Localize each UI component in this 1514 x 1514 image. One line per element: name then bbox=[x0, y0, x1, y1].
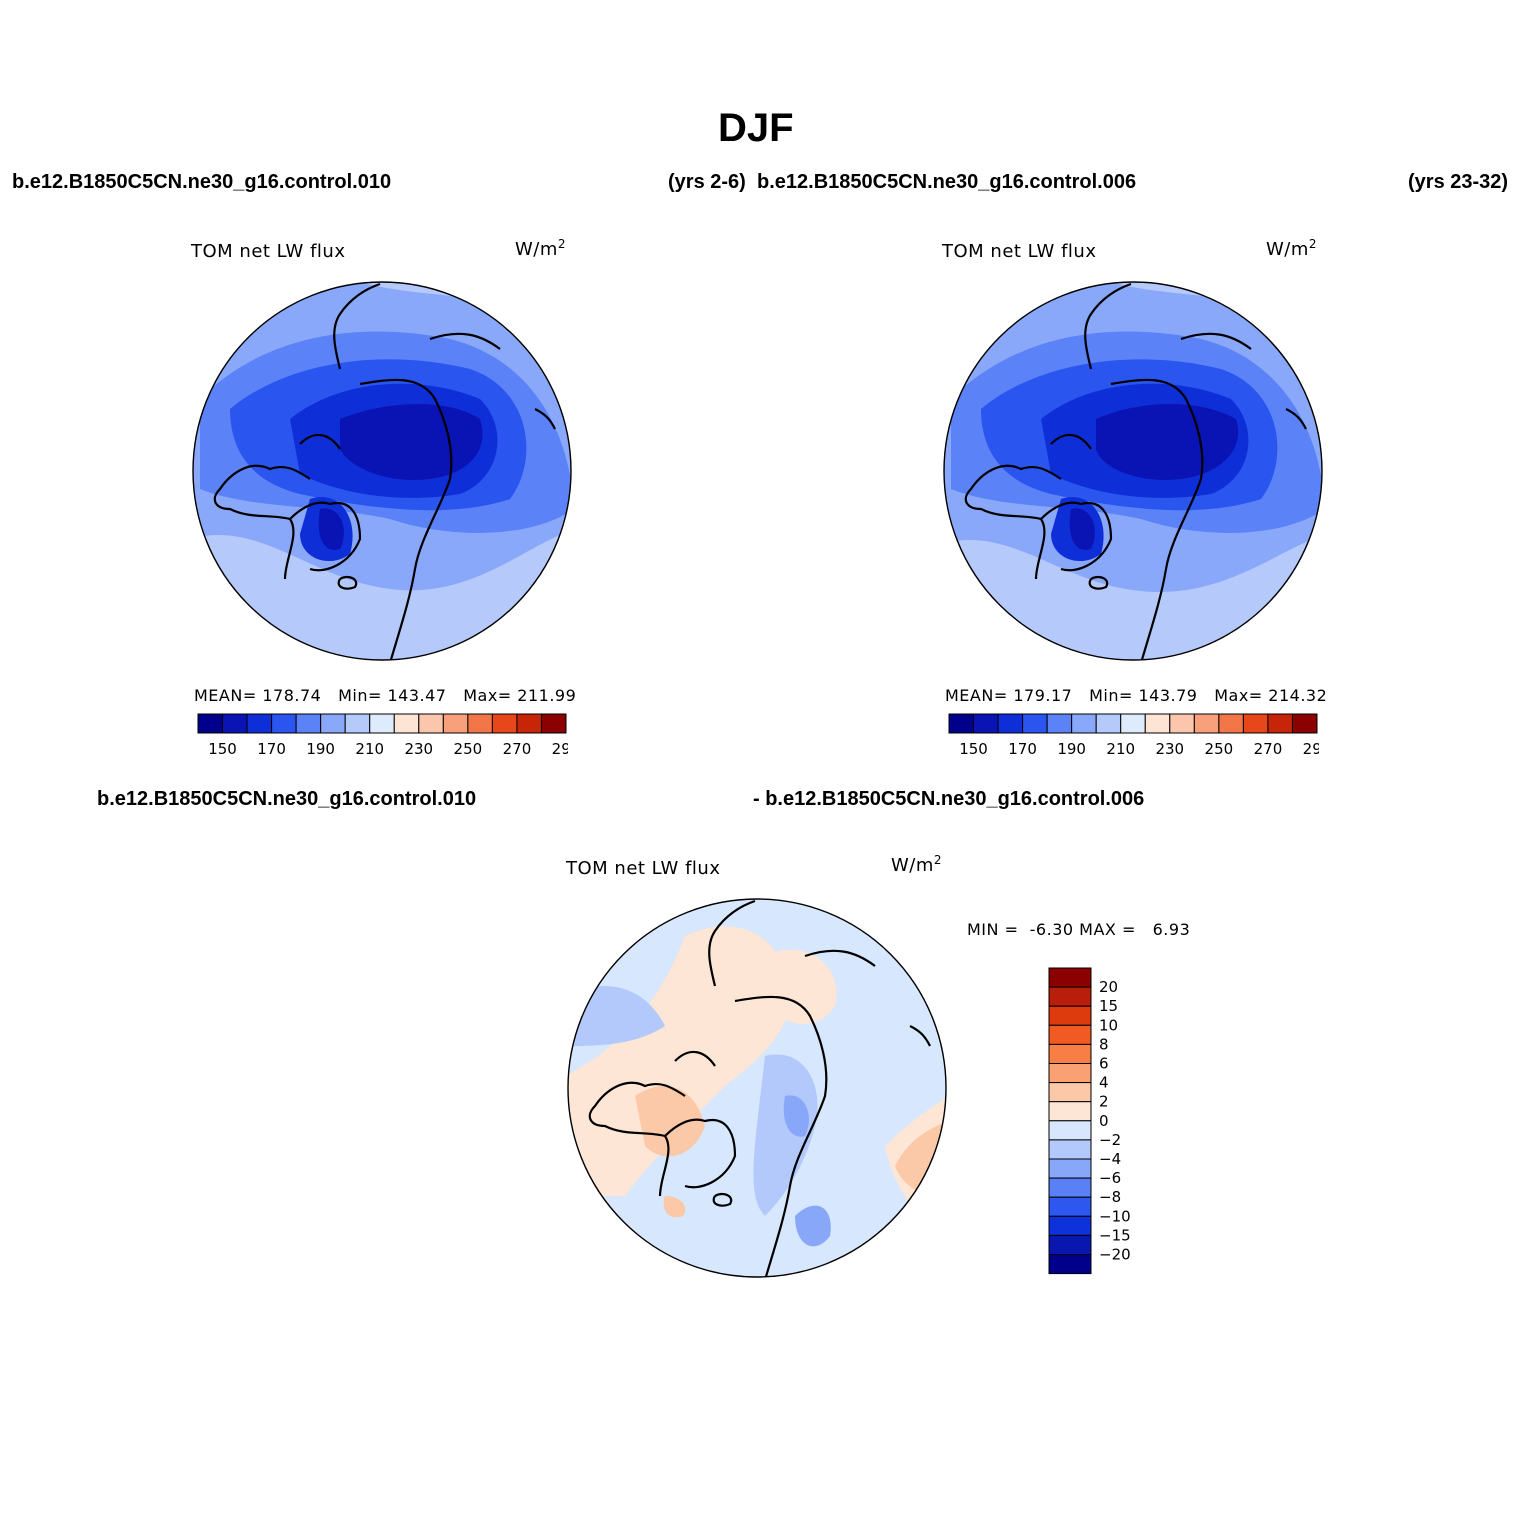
panel-1-colorbar: 150 170 190 210 230 250 270 290 bbox=[197, 713, 568, 758]
panel-2-colorbar-tick-label: 170 bbox=[1008, 740, 1037, 758]
panel-1-polar-map bbox=[192, 281, 572, 661]
panel-2-stats: MEAN= 179.17 Min= 143.79 Max= 214.32 bbox=[945, 686, 1328, 705]
panel-2-colorbar-swatch bbox=[1120, 713, 1146, 734]
panel-2-colorbar-swatch bbox=[1242, 713, 1269, 734]
panel-3-colorbar-swatch bbox=[1048, 1043, 1092, 1065]
panel-3-colorbar-tick-label: 15 bbox=[1099, 997, 1118, 1015]
panel-1-colorbar-tick-label: 190 bbox=[306, 740, 335, 758]
panel-3-colorbar-swatch bbox=[1048, 1158, 1092, 1179]
case-title-right: b.e12.B1850C5CN.ne30_g16.control.006 bbox=[757, 171, 1137, 193]
panel-2-colorbar-swatch bbox=[1046, 713, 1073, 734]
panel-3-colorbar-tick-label: 2 bbox=[1099, 1093, 1109, 1111]
panel-3-colorbar-swatch bbox=[1048, 1139, 1092, 1160]
panel-2-colorbar-tick-label: 190 bbox=[1057, 740, 1086, 758]
panel-3-stats: MIN = -6.30 MAX = 6.93 bbox=[967, 920, 1191, 939]
panel-1-colorbar-swatch bbox=[246, 713, 273, 734]
panel-2-colorbar-swatch bbox=[997, 713, 1024, 734]
panel-2-colorbar-swatch bbox=[1193, 713, 1220, 734]
panel-3-colorbar-swatch bbox=[1048, 1063, 1092, 1084]
panel-3-colorbar-swatch bbox=[1048, 1234, 1092, 1255]
panel-1-colorbar-swatch bbox=[442, 713, 469, 734]
panel-1-colorbar-swatch bbox=[197, 713, 224, 734]
panel-3-variable: TOM net LW flux bbox=[566, 858, 721, 879]
panel-3-colorbar-tick-label: 8 bbox=[1099, 1035, 1109, 1053]
panel-3-colorbar-tick-label: −2 bbox=[1099, 1131, 1121, 1149]
panel-3-colorbar-swatch bbox=[1048, 1101, 1092, 1122]
panel-3-colorbar-swatch bbox=[1048, 967, 1092, 988]
panel-3-colorbar-tick-label: 4 bbox=[1099, 1074, 1109, 1092]
panel-2-colorbar-swatch bbox=[1022, 713, 1048, 734]
panel-3-colorbar-tick-label: −4 bbox=[1099, 1150, 1121, 1168]
panel-2-colorbar-tick-label: 210 bbox=[1106, 740, 1135, 758]
panel-3-colorbar-tick-label: −10 bbox=[1099, 1207, 1131, 1225]
panel-2-colorbar-tick-label: 290 bbox=[1303, 740, 1319, 758]
panel-3-polar-map bbox=[567, 898, 947, 1278]
panel-2-polar-map bbox=[943, 281, 1323, 661]
panel-1-units: W/m2 bbox=[515, 237, 567, 260]
panel-1-colorbar-swatch bbox=[516, 713, 542, 734]
panel-1-colorbar-tick-label: 210 bbox=[355, 740, 384, 758]
panel-3-colorbar-swatch bbox=[1048, 1120, 1092, 1141]
panel-1-colorbar-tick-label: 250 bbox=[454, 740, 483, 758]
panel-1-colorbar-tick-label: 270 bbox=[503, 740, 532, 758]
panel-2-colorbar-tick-label: 230 bbox=[1155, 740, 1184, 758]
panel-2-colorbar-tick-label: 150 bbox=[959, 740, 988, 758]
panel-1-colorbar-swatch bbox=[418, 713, 444, 734]
panel-1-stats: MEAN= 178.74 Min= 143.47 Max= 211.99 bbox=[194, 686, 577, 705]
panel-2-colorbar-swatch bbox=[1144, 713, 1171, 734]
panel-1-colorbar-tick-label: 230 bbox=[404, 740, 433, 758]
panel-2-colorbar: 150 170 190 210 230 250 270 290 bbox=[948, 713, 1319, 758]
panel-3-colorbar-swatch bbox=[1048, 1177, 1092, 1198]
panel-3-colorbar-tick-label: 20 bbox=[1099, 978, 1118, 996]
panel-3-colorbar-swatch bbox=[1048, 1082, 1092, 1103]
panel-2-colorbar-swatch bbox=[973, 713, 999, 734]
case-title-left: b.e12.B1850C5CN.ne30_g16.control.010 bbox=[12, 171, 392, 193]
years-left: (yrs 2-6) bbox=[668, 171, 746, 193]
panel-3-colorbar-tick-label: 10 bbox=[1099, 1016, 1118, 1034]
panel-2-colorbar-tick-label: 270 bbox=[1254, 740, 1283, 758]
diff-case-b: - b.e12.B1850C5CN.ne30_g16.control.006 bbox=[753, 788, 1145, 810]
panel-1-colorbar-tick-label: 290 bbox=[552, 740, 568, 758]
panel-2-colorbar-swatch bbox=[1218, 713, 1244, 734]
panel-3-colorbar-tick-label: 0 bbox=[1099, 1112, 1109, 1130]
panel-2-colorbar-swatch bbox=[1095, 713, 1122, 734]
panel-2-variable: TOM net LW flux bbox=[942, 241, 1097, 262]
panel-1-colorbar-swatch bbox=[467, 713, 493, 734]
panel-1-colorbar-swatch bbox=[222, 713, 248, 734]
panel-1-colorbar-swatch bbox=[369, 713, 395, 734]
panel-3-colorbar-swatch bbox=[1048, 1024, 1092, 1045]
panel-3-colorbar-tick-label: −15 bbox=[1099, 1226, 1131, 1244]
panel-1-colorbar-swatch bbox=[491, 713, 518, 734]
panel-3-colorbar-tick-label: −6 bbox=[1099, 1169, 1121, 1187]
panel-3-colorbar-swatch bbox=[1048, 1005, 1092, 1026]
panel-1-colorbar-tick-label: 150 bbox=[208, 740, 237, 758]
panel-2-colorbar-swatch bbox=[1169, 713, 1195, 734]
panel-3-colorbar-swatch bbox=[1048, 986, 1092, 1007]
panel-3-units: W/m2 bbox=[891, 853, 943, 876]
panel-1-colorbar-swatch bbox=[295, 713, 322, 734]
panel-2-units: W/m2 bbox=[1266, 237, 1318, 260]
panel-1-colorbar-swatch bbox=[540, 713, 567, 734]
panel-1-colorbar-swatch bbox=[344, 713, 371, 734]
panel-2-colorbar-tick-label: 250 bbox=[1205, 740, 1234, 758]
panel-2-colorbar-swatch bbox=[1071, 713, 1097, 734]
panel-3-colorbar-swatch bbox=[1048, 1196, 1092, 1217]
panel-3-colorbar-tick-label: −8 bbox=[1099, 1188, 1121, 1206]
panel-2-colorbar-swatch bbox=[948, 713, 975, 734]
years-right: (yrs 23-32) bbox=[1408, 171, 1509, 193]
season-title: DJF bbox=[718, 106, 794, 150]
panel-1-colorbar-swatch bbox=[393, 713, 420, 734]
panel-1-colorbar-swatch bbox=[320, 713, 346, 734]
panel-2-colorbar-swatch bbox=[1267, 713, 1293, 734]
panel-3-colorbar-tick-label: 6 bbox=[1099, 1055, 1109, 1073]
diff-case-a: b.e12.B1850C5CN.ne30_g16.control.010 bbox=[97, 788, 477, 810]
panel-1-colorbar-swatch bbox=[271, 713, 297, 734]
panel-2-colorbar-swatch bbox=[1291, 713, 1318, 734]
panel-1-colorbar-tick-label: 170 bbox=[257, 740, 286, 758]
panel-1-variable: TOM net LW flux bbox=[191, 241, 346, 262]
panel-3-colorbar-tick-label: −20 bbox=[1099, 1246, 1131, 1264]
panel-3-colorbar-swatch bbox=[1048, 1254, 1092, 1275]
panel-3-colorbar-swatch bbox=[1048, 1215, 1092, 1236]
